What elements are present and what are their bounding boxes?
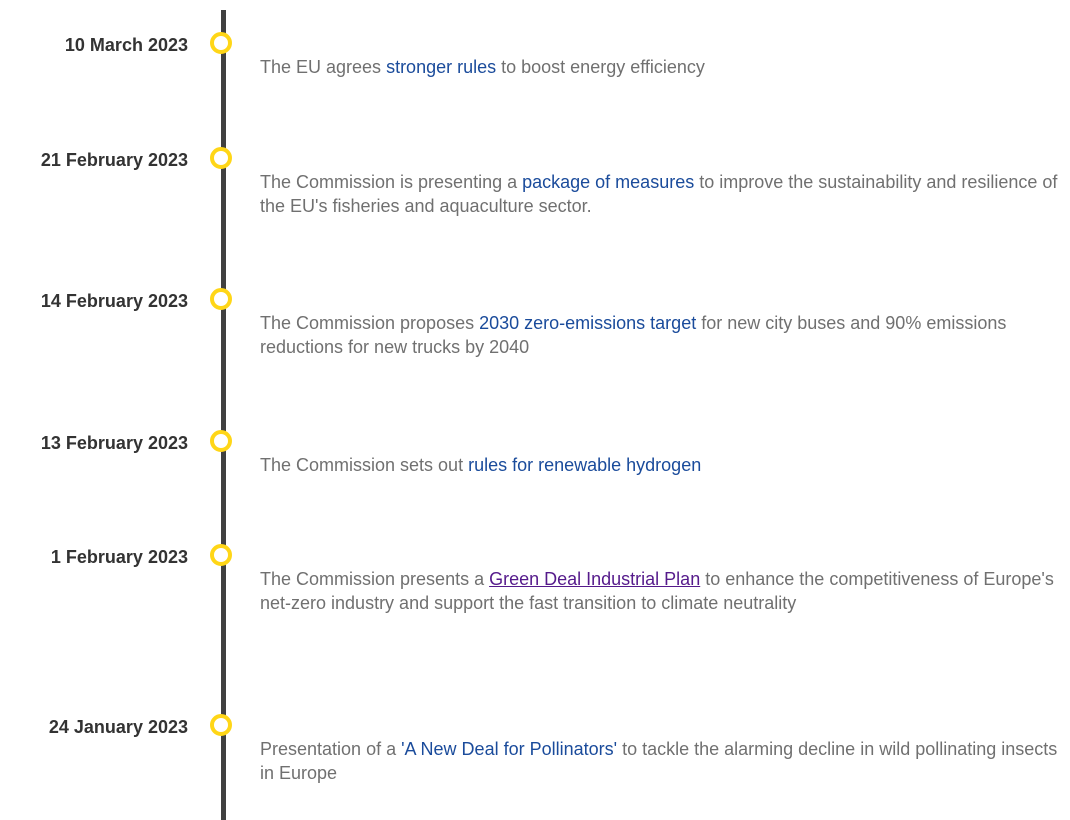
- timeline-rail: [221, 10, 226, 820]
- text: to improve the sustainability and resili…: [260, 172, 1058, 216]
- date: 24 January 2023: [48, 717, 188, 737]
- description: The Commission sets out rules for renewa…: [260, 453, 1070, 477]
- description: The Commission presents a Green Deal Ind…: [260, 567, 1070, 615]
- description: The Commission is presenting a package o…: [260, 170, 1070, 218]
- text: The EU agrees: [260, 57, 387, 77]
- timeline-dot: [210, 714, 232, 736]
- timeline-dot: [210, 544, 232, 566]
- link[interactable]: rules for renewable hydrogen: [468, 455, 702, 475]
- text: The Commission proposes: [260, 313, 480, 333]
- link[interactable]: Green Deal Industrial Plan: [489, 569, 701, 589]
- link[interactable]: stronger rules: [386, 57, 497, 77]
- text: to enhance the competitiveness of Europe…: [260, 569, 1054, 613]
- description: Presentation of a 'A New Deal for Pollin…: [260, 737, 1070, 785]
- text: The Commission is presenting a: [260, 172, 523, 192]
- text: The Commission sets out: [260, 455, 469, 475]
- date: 21 February 2023: [40, 150, 188, 170]
- timeline-dot: [210, 430, 232, 452]
- text: for new city buses and 90% emissions red…: [260, 313, 1007, 357]
- timeline-dot: [210, 32, 232, 54]
- link[interactable]: 2030 zero-emissions target: [479, 313, 697, 333]
- date: 14 February 2023: [40, 291, 188, 311]
- date: 13 February 2023: [40, 433, 188, 453]
- text: to tackle the alarming decline in wild p…: [260, 739, 1058, 783]
- date: 1 February 2023: [50, 547, 188, 567]
- description: The EU agrees stronger rules to boost en…: [260, 55, 1070, 79]
- link[interactable]: package of measures: [522, 172, 695, 192]
- text: to boost energy efficiency: [496, 57, 705, 77]
- link[interactable]: 'A New Deal for Pollinators': [401, 739, 618, 759]
- text: Presentation of a: [260, 739, 402, 759]
- text: The Commission presents a: [260, 569, 490, 589]
- timeline-dot: [210, 288, 232, 310]
- timeline-dot: [210, 147, 232, 169]
- description: The Commission proposes 2030 zero-emissi…: [260, 311, 1070, 359]
- date: 10 March 2023: [64, 35, 188, 55]
